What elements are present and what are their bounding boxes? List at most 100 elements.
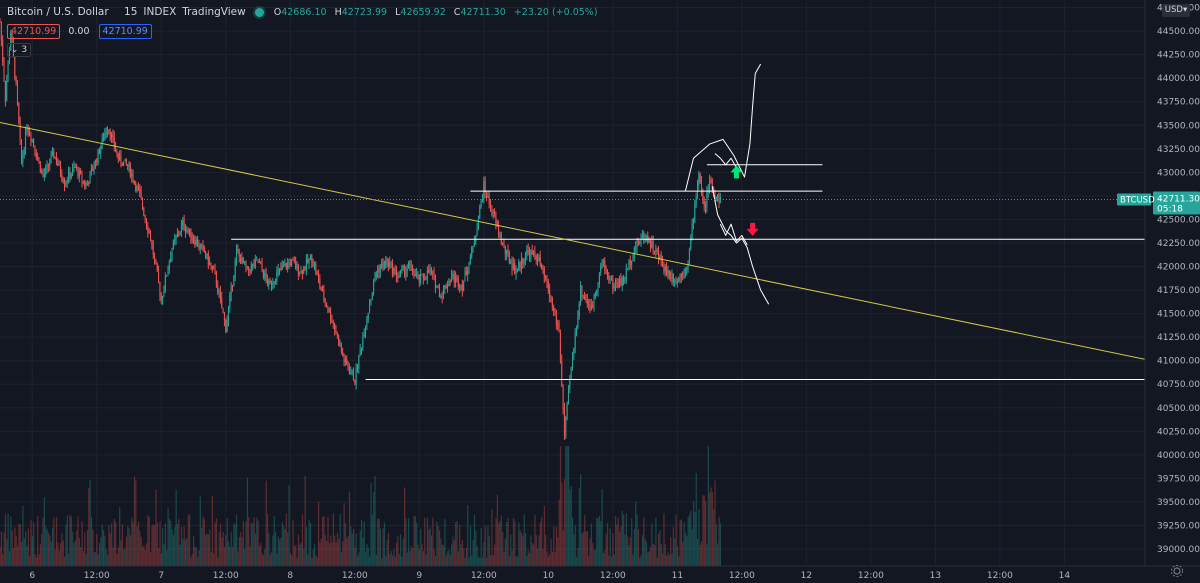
candle-body bbox=[280, 268, 282, 270]
volume-bar bbox=[539, 522, 541, 566]
volume-bar bbox=[562, 530, 564, 566]
volume-bar bbox=[620, 526, 622, 566]
volume-bar bbox=[6, 539, 8, 566]
volume-bar bbox=[442, 545, 445, 566]
candle-body bbox=[662, 260, 664, 267]
volume-bar bbox=[150, 552, 152, 566]
candle-body bbox=[504, 245, 506, 254]
volume-bar bbox=[261, 553, 263, 566]
candle-body bbox=[319, 278, 321, 287]
volume-bar bbox=[621, 510, 623, 566]
volume-bar bbox=[105, 548, 107, 566]
price-tick-label: 41000.00 bbox=[1157, 357, 1200, 367]
volume-bar bbox=[679, 520, 681, 566]
volume-bar bbox=[717, 543, 719, 566]
candle-body bbox=[128, 162, 130, 167]
volume-bar bbox=[637, 529, 640, 566]
volume-bar bbox=[459, 524, 461, 566]
candle-body bbox=[508, 253, 510, 263]
candle-body bbox=[717, 194, 719, 201]
volume-bar bbox=[602, 553, 605, 566]
candle-body bbox=[449, 280, 451, 282]
candle-body bbox=[678, 277, 680, 282]
volume-bar bbox=[26, 546, 28, 566]
candle-body bbox=[272, 283, 274, 286]
volume-bar bbox=[543, 505, 545, 566]
volume-bar bbox=[464, 557, 466, 566]
volume-bar bbox=[434, 556, 437, 566]
volume-bar bbox=[670, 537, 672, 566]
candle-body bbox=[539, 257, 541, 266]
candle-body bbox=[659, 256, 661, 259]
last-price-value: 42711.30 bbox=[1157, 195, 1200, 205]
volume-bar bbox=[433, 549, 435, 566]
candle-body bbox=[54, 156, 56, 158]
candle-body bbox=[615, 282, 617, 287]
candle-body bbox=[374, 277, 376, 282]
candle-body bbox=[546, 279, 548, 282]
volume-bar bbox=[231, 546, 234, 566]
currency-button[interactable]: USD▾ bbox=[1162, 4, 1190, 17]
candle-body bbox=[93, 167, 95, 171]
volume-bar bbox=[410, 546, 412, 566]
candle-body bbox=[436, 286, 438, 288]
candle-body bbox=[666, 266, 668, 275]
volume-bar bbox=[334, 535, 336, 566]
volume-bar bbox=[710, 487, 712, 566]
volume-bar bbox=[127, 526, 129, 566]
volume-bar bbox=[135, 480, 137, 566]
ohlc-values: O42686.10 H42723.99 L42659.92 C42711.30 … bbox=[274, 7, 598, 18]
candle-body bbox=[592, 305, 594, 307]
candle-body bbox=[227, 307, 229, 320]
candle-body bbox=[112, 134, 114, 137]
candle-body bbox=[205, 252, 207, 257]
candle-body bbox=[175, 236, 177, 239]
gear-icon[interactable] bbox=[1170, 564, 1184, 578]
candle-body bbox=[468, 263, 470, 272]
candle-body bbox=[632, 256, 634, 261]
volume-bar bbox=[73, 542, 75, 566]
candle-body bbox=[293, 260, 295, 263]
candle-body bbox=[0, 21, 1, 23]
volume-bar bbox=[250, 523, 253, 566]
volume-bar bbox=[288, 484, 290, 566]
candle-body bbox=[116, 151, 118, 154]
candle-body bbox=[671, 273, 673, 279]
volume-bar bbox=[225, 535, 227, 566]
volume-bar bbox=[576, 557, 578, 566]
candle-body bbox=[584, 295, 586, 300]
candle-body bbox=[461, 284, 463, 291]
symbol-title[interactable]: Bitcoin / U.S. Dollar bbox=[7, 6, 109, 18]
ask-price-button[interactable]: 42710.99 bbox=[98, 24, 152, 39]
volume-bar bbox=[490, 555, 492, 566]
volume-bar bbox=[214, 522, 216, 566]
candle-body bbox=[125, 158, 127, 165]
volume-bar bbox=[170, 520, 172, 566]
volume-bar bbox=[352, 528, 355, 566]
indicators-toggle-button[interactable]: ⌄ 3 bbox=[7, 43, 31, 57]
volume-bar bbox=[27, 528, 29, 566]
candle-body bbox=[86, 183, 88, 186]
time-tick-label: 12:00 bbox=[987, 571, 1013, 581]
volume-bar bbox=[30, 520, 32, 566]
bid-price-button[interactable]: 42710.99 bbox=[7, 24, 61, 39]
candle-body bbox=[127, 164, 129, 167]
candle-body bbox=[53, 151, 55, 157]
candle-body bbox=[7, 62, 9, 82]
volume-bar bbox=[680, 519, 683, 566]
interval-label[interactable]: 15 bbox=[124, 6, 138, 18]
volume-bar bbox=[636, 514, 638, 566]
volume-bar bbox=[558, 499, 560, 566]
volume-bar bbox=[358, 552, 360, 566]
volume-bar bbox=[369, 556, 371, 566]
volume-bar bbox=[41, 533, 43, 566]
volume-bar bbox=[481, 557, 484, 566]
volume-bar bbox=[491, 508, 493, 566]
candle-body bbox=[590, 305, 592, 310]
candle-body bbox=[507, 249, 509, 254]
volume-bar bbox=[59, 543, 62, 566]
volume-bar bbox=[74, 540, 76, 566]
candle-body bbox=[96, 159, 98, 163]
candle-body bbox=[328, 310, 330, 312]
